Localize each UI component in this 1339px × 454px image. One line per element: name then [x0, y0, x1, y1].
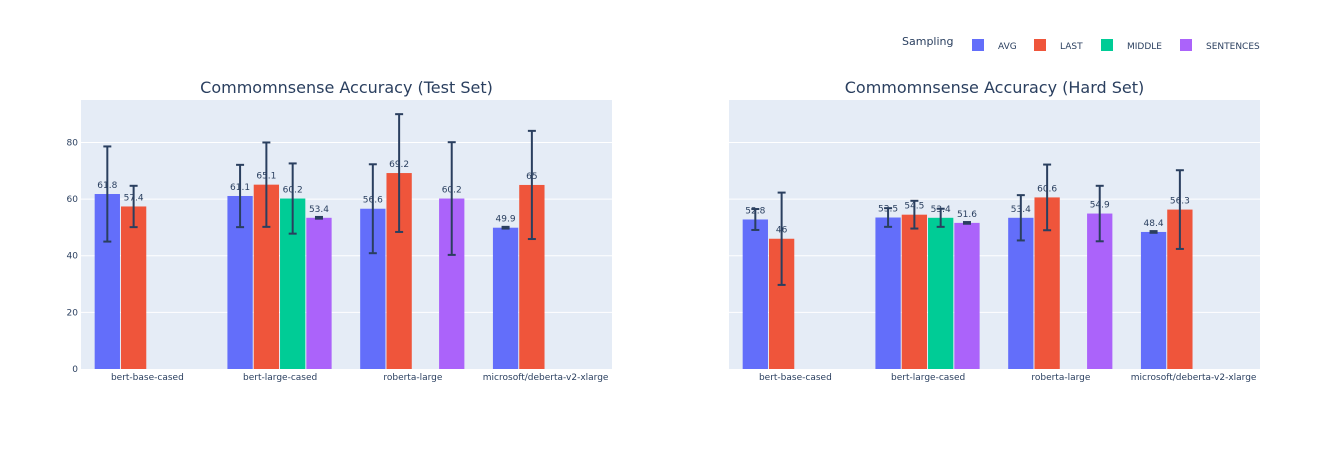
legend-title: Sampling — [902, 35, 954, 48]
data-label: 52.8 — [745, 206, 765, 216]
x-tick-label: roberta-large — [1031, 373, 1091, 383]
x-tick-label: bert-base-cased — [759, 373, 832, 383]
legend-swatch[interactable] — [1101, 39, 1113, 51]
data-label: 57.4 — [124, 193, 144, 203]
x-tick-label: microsoft/deberta-v2-xlarge — [483, 373, 609, 383]
data-label: 56.3 — [1170, 197, 1190, 207]
legend-entry-label: MIDDLE — [1127, 42, 1162, 52]
data-label: 61.8 — [97, 181, 117, 191]
bar[interactable] — [120, 206, 147, 369]
y-tick-label: 80 — [67, 138, 79, 148]
y-tick-label: 40 — [67, 252, 79, 262]
x-tick-label: microsoft/deberta-v2-xlarge — [1131, 373, 1257, 383]
data-label: 46 — [776, 226, 788, 236]
data-label: 60.2 — [442, 186, 462, 196]
data-label: 48.4 — [1144, 219, 1164, 229]
data-label: 54.5 — [904, 202, 924, 212]
x-tick-label: bert-large-cased — [243, 373, 317, 383]
legend-entry-label: AVG — [998, 42, 1017, 52]
legend-swatch[interactable] — [972, 39, 984, 51]
bar[interactable] — [1140, 231, 1167, 369]
data-label: 51.6 — [957, 210, 977, 220]
legend-swatch[interactable] — [1034, 39, 1046, 51]
bar[interactable] — [306, 217, 332, 369]
data-label: 65 — [526, 172, 537, 182]
data-label: 56.6 — [363, 196, 383, 206]
x-tick-label: bert-base-cased — [111, 373, 184, 383]
y-tick-label: 20 — [67, 308, 79, 318]
data-label: 49.9 — [496, 215, 516, 225]
legend-swatch[interactable] — [1180, 39, 1192, 51]
y-tick-label: 60 — [67, 195, 79, 205]
data-label: 53.4 — [1011, 205, 1031, 215]
bar[interactable] — [954, 222, 980, 369]
panel-title: Commomnsense Accuracy (Hard Set) — [845, 78, 1145, 97]
data-label: 54.9 — [1090, 201, 1110, 211]
panel-title: Commomnsense Accuracy (Test Set) — [200, 78, 493, 97]
x-tick-label: roberta-large — [383, 373, 443, 383]
data-label: 60.2 — [283, 186, 303, 196]
data-label: 69.2 — [389, 160, 409, 170]
data-label: 53.5 — [878, 205, 898, 215]
bar[interactable] — [901, 214, 928, 369]
bar[interactable] — [742, 219, 768, 369]
data-label: 60.6 — [1037, 184, 1057, 194]
legend-entry-label: LAST — [1060, 42, 1083, 52]
y-tick-label: 0 — [72, 365, 78, 375]
x-tick-label: bert-large-cased — [891, 373, 965, 383]
data-label: 61.1 — [230, 183, 250, 193]
data-label: 53.4 — [931, 205, 951, 215]
legend-entry-label: SENTENCES — [1206, 42, 1260, 52]
bar[interactable] — [1008, 217, 1034, 369]
data-label: 65.1 — [256, 172, 276, 182]
bar[interactable] — [492, 227, 519, 369]
bar[interactable] — [928, 217, 954, 369]
data-label: 53.4 — [309, 205, 329, 215]
bar[interactable] — [875, 217, 901, 369]
